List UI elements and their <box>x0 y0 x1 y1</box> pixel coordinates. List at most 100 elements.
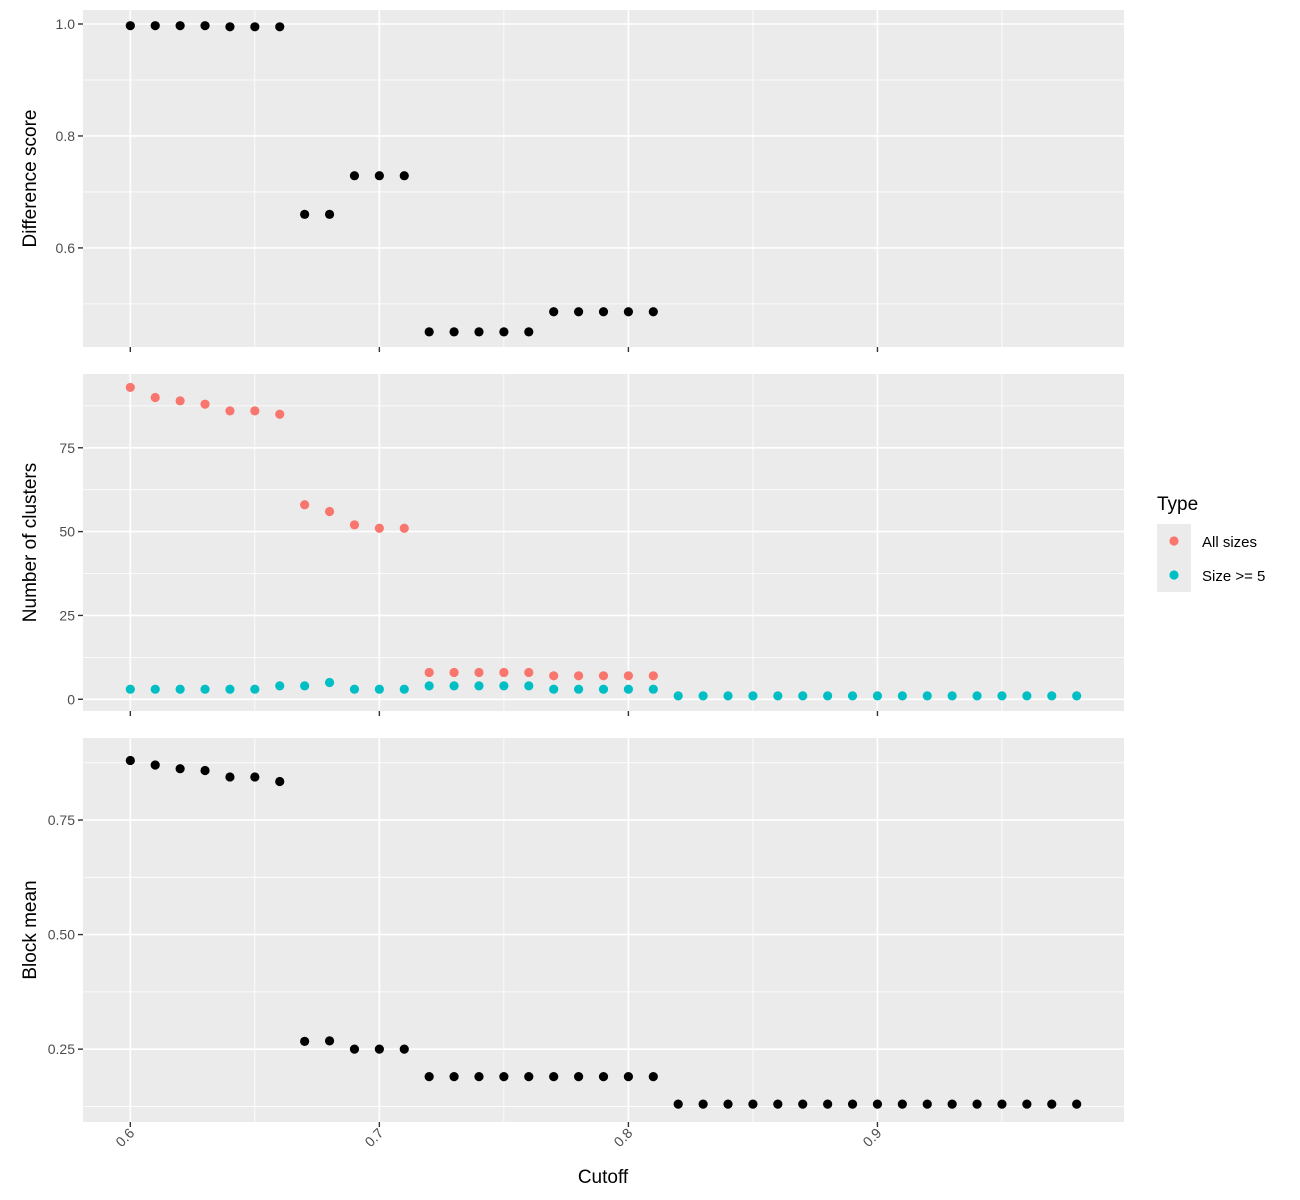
x-tick-label: 0.7 <box>361 1125 386 1150</box>
data-point <box>424 667 434 678</box>
series-size-5 <box>125 677 1082 701</box>
data-point <box>125 21 135 31</box>
data-point <box>324 677 335 688</box>
data-point <box>872 691 883 701</box>
data-point <box>549 1072 559 1082</box>
data-point <box>474 681 484 691</box>
data-point <box>275 681 285 691</box>
data-point <box>673 1099 683 1109</box>
y-axis-title: Number of clusters <box>20 463 41 622</box>
data-point <box>872 1099 883 1109</box>
data-point <box>598 671 609 681</box>
data-point <box>748 691 758 701</box>
panel-background <box>83 374 1124 711</box>
y-tick-label: 0.6 <box>56 240 76 256</box>
y-tick-label: 1.0 <box>56 16 76 32</box>
data-point <box>125 684 135 694</box>
panel-block-mean: 0.25 0.50 0.75 0.6 0.7 0.8 0.9 Block mean <box>20 738 1124 1150</box>
data-point <box>1047 1099 1057 1109</box>
data-point <box>598 307 609 317</box>
data-point <box>698 1099 708 1109</box>
data-point <box>798 1099 808 1109</box>
data-point <box>200 399 210 409</box>
data-point <box>449 1072 459 1082</box>
data-point <box>150 684 160 694</box>
data-point <box>250 772 260 782</box>
data-point <box>524 327 534 337</box>
y-tick-label: 75 <box>59 440 75 456</box>
data-point <box>150 392 160 403</box>
data-point <box>524 667 534 678</box>
data-point <box>648 307 658 317</box>
data-point <box>424 327 434 337</box>
data-point <box>374 684 384 694</box>
data-point <box>1072 691 1082 701</box>
y-tick-label: 50 <box>59 524 75 540</box>
data-point <box>972 1099 982 1109</box>
data-point <box>225 684 235 694</box>
data-point <box>499 667 509 678</box>
data-point <box>399 523 409 533</box>
data-point <box>399 684 409 694</box>
y-axis-title: Difference score <box>20 110 41 248</box>
data-point <box>773 691 783 701</box>
data-point <box>349 1044 360 1054</box>
data-point <box>399 1044 409 1054</box>
data-point <box>275 22 285 32</box>
y-tick-label: 0.50 <box>48 927 75 943</box>
data-point <box>399 171 409 181</box>
series-points <box>125 755 1082 1109</box>
data-point <box>1022 1099 1032 1109</box>
data-point <box>424 681 434 691</box>
legend-label-all-sizes: All sizes <box>1202 534 1257 551</box>
panel-background <box>83 738 1124 1122</box>
data-point <box>573 1072 584 1082</box>
data-point <box>449 681 459 691</box>
data-point <box>449 327 459 337</box>
data-point <box>524 681 534 691</box>
data-point <box>573 671 584 681</box>
data-point <box>349 171 360 181</box>
data-point <box>1047 691 1057 701</box>
data-point <box>200 21 210 31</box>
data-point <box>648 1072 658 1082</box>
data-point <box>922 691 932 701</box>
data-point <box>250 22 260 32</box>
data-point <box>549 684 559 694</box>
data-point <box>175 684 185 694</box>
data-point <box>623 671 634 681</box>
x-axis-title: Cutoff <box>578 1167 629 1188</box>
panel-difference-score: 0.6 0.8 1.0 Difference score <box>20 10 1124 352</box>
data-point <box>623 307 634 317</box>
x-tick-label: 0.6 <box>112 1125 137 1150</box>
data-point <box>524 1072 534 1082</box>
data-point <box>573 307 584 317</box>
data-point <box>349 520 360 530</box>
legend-title: Type <box>1157 494 1198 515</box>
data-point <box>175 396 185 406</box>
data-point <box>972 691 982 701</box>
y-tick-label: 0 <box>67 691 75 707</box>
data-point <box>947 691 957 701</box>
data-point <box>499 1072 509 1082</box>
data-point <box>897 691 907 701</box>
data-point <box>823 691 833 701</box>
y-tick-label: 0.25 <box>48 1041 75 1057</box>
series-points <box>125 21 658 337</box>
data-point <box>474 327 484 337</box>
data-point <box>374 1044 384 1054</box>
data-point <box>823 1099 833 1109</box>
y-axis-title: Block mean <box>20 880 41 979</box>
data-point <box>798 691 808 701</box>
data-point <box>499 327 509 337</box>
data-point <box>698 691 708 701</box>
panel-number-of-clusters: 0 25 50 75 Number of clusters <box>20 374 1124 716</box>
data-point <box>897 1099 907 1109</box>
data-point <box>250 406 260 416</box>
data-point <box>225 406 235 416</box>
legend-label-size-ge-5: Size >= 5 <box>1202 568 1265 585</box>
data-point <box>474 667 484 678</box>
legend-key-all-sizes <box>1169 536 1179 546</box>
data-point <box>150 760 160 770</box>
